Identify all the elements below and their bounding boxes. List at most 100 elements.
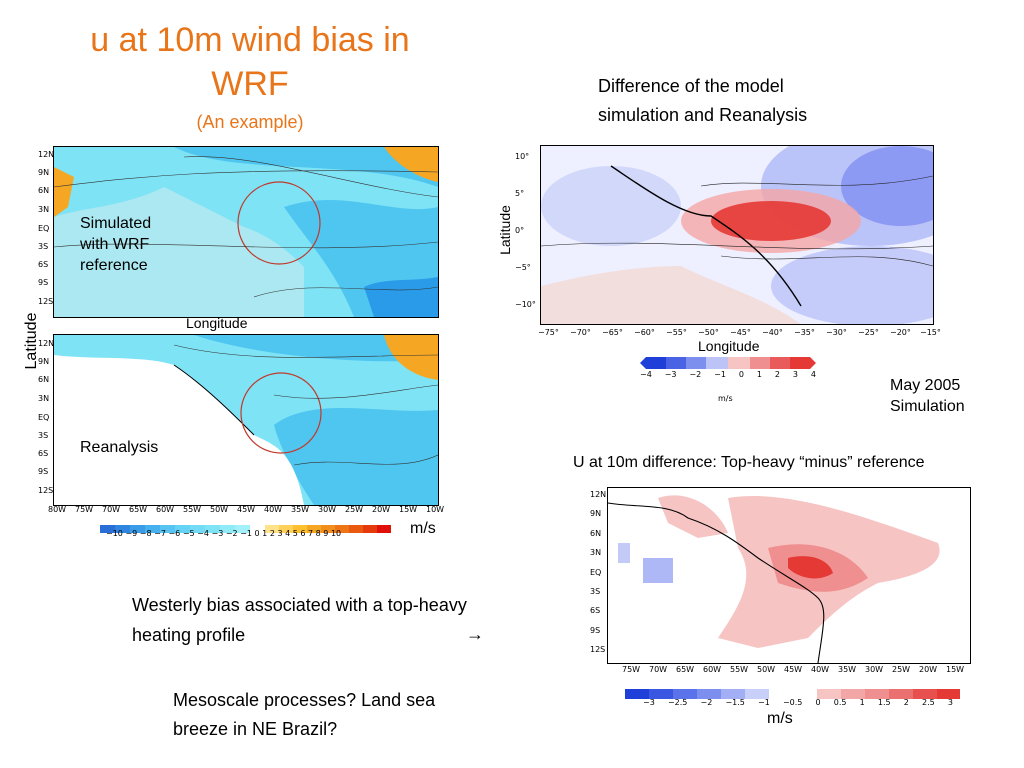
lat-tick: EQ [38, 413, 50, 422]
lat-tick: 0° [515, 226, 525, 235]
lat-tick: 9N [590, 509, 602, 518]
difference-lon-axis: −75° −70° −65° −60° −55° −50° −45° −40° … [538, 328, 941, 338]
slide-subtitle: (An example) [196, 112, 304, 132]
westerly-bias-text: Westerly bias associated with a top-heav… [132, 595, 467, 645]
left-longitude-label: Longitude [186, 315, 248, 331]
difference-colorbar-ticks: −4 −3 −2 −1 0 1 2 3 4 [640, 370, 816, 379]
lon-tick: 25W [345, 505, 364, 514]
lon-tick: −60° [634, 328, 655, 337]
lon-tick: 50W [210, 505, 229, 514]
lon-tick: 35W [291, 505, 310, 514]
lon-tick: −35° [794, 328, 815, 337]
difference-map-graphic [541, 146, 933, 324]
mesoscale-question-text: Mesoscale processes? Land sea breeze in … [173, 690, 436, 739]
may-simulation-note: May 2005 Simulation [890, 377, 965, 415]
lon-tick: −75° [538, 328, 559, 337]
lon-tick: −15° [920, 328, 941, 337]
u10-colorbar-ticks: −3 −2.5 −2 −1.5 −1 −0.5 0 0.5 1 1.5 2 2.… [643, 698, 953, 707]
slide-title-line2: WRF [211, 65, 289, 103]
lon-tick: 55W [183, 505, 202, 514]
lon-tick: 65W [676, 665, 695, 674]
lat-tick: 12S [38, 297, 54, 306]
wrf-simulated-map: 12N Simulated with WRF reference [53, 146, 439, 318]
u10-lon-axis: 75W 70W 65W 60W 55W 50W 45W 40W 35W 30W … [622, 665, 972, 675]
lon-tick: 50W [757, 665, 776, 674]
lat-tick: 6N [38, 186, 50, 195]
lat-tick: 9S [590, 626, 601, 635]
lon-tick: −45° [730, 328, 751, 337]
reanalysis-lon-axis: 80W 75W 70W 65W 60W 55W 50W 45W 40W 35W … [48, 505, 448, 515]
lon-tick: 55W [730, 665, 749, 674]
lat-tick: 6S [38, 260, 49, 269]
lon-tick: 45W [784, 665, 803, 674]
lat-tick: 3N [38, 205, 50, 214]
right-arrow-icon: → [466, 624, 484, 644]
lon-tick: 40W [811, 665, 830, 674]
lat-tick: 9S [38, 278, 49, 287]
wrf-simulated-label: Simulated with WRF reference [80, 215, 152, 274]
lat-tick: 3S [38, 431, 49, 440]
left-colorbar: −10 −9 −8 −7 −6 −5 −4 −3 −2 −1 0 1 2 3 4… [100, 520, 400, 538]
lon-tick: 60W [156, 505, 175, 514]
difference-latitude-label: Latitude [497, 205, 513, 255]
difference-colorbar: −4 −3 −2 −1 0 1 2 3 4 m/s [640, 356, 816, 406]
lat-tick: 3S [38, 242, 49, 251]
lat-tick: 12N [38, 339, 55, 348]
lon-tick: −30° [826, 328, 847, 337]
lon-tick: 40W [264, 505, 283, 514]
lon-tick: 30W [318, 505, 337, 514]
lon-tick: 25W [892, 665, 911, 674]
lat-tick: 3N [590, 548, 602, 557]
lon-tick: −50° [698, 328, 719, 337]
lon-tick: 70W [102, 505, 121, 514]
lat-tick: 9N [38, 357, 50, 366]
wrf-simulated-map-graphic: 12N [54, 147, 438, 317]
lon-tick: −40° [762, 328, 783, 337]
lon-tick: −55° [666, 328, 687, 337]
lon-tick: −25° [858, 328, 879, 337]
slide-title: u at 10m wind bias in WRF [60, 18, 440, 106]
lat-tick: 3N [38, 394, 50, 403]
lon-tick: 15W [399, 505, 418, 514]
difference-heading: Difference of the model simulation and R… [598, 76, 808, 125]
u10-difference-map-graphic [608, 488, 970, 663]
u10-heading: U at 10m difference: Top-heavy “minus” r… [573, 454, 925, 471]
lat-tick: 5° [515, 189, 525, 198]
lon-tick: 75W [622, 665, 641, 674]
lon-tick: 30W [865, 665, 884, 674]
lon-tick: −65° [602, 328, 623, 337]
left-colorbar-unit: m/s [410, 520, 436, 537]
lat-tick: 3S [590, 587, 601, 596]
lat-tick: −5° [515, 263, 531, 272]
u10-difference-map [607, 487, 971, 664]
lon-tick: 15W [946, 665, 965, 674]
lat-tick: 6N [38, 375, 50, 384]
lat-tick: 9N [38, 168, 50, 177]
u10-colorbar: −3 −2.5 −2 −1.5 −1 −0.5 0 0.5 1 1.5 2 2.… [625, 686, 960, 727]
lon-tick: 45W [237, 505, 256, 514]
difference-longitude-label: Longitude [698, 338, 760, 354]
lon-tick: 70W [649, 665, 668, 674]
difference-map [540, 145, 934, 325]
lat-tick: 6N [590, 529, 602, 538]
lon-tick: 80W [48, 505, 67, 514]
lat-tick: 12S [590, 645, 606, 654]
reanalysis-label: Reanalysis [80, 439, 159, 456]
u10-colorbar-unit: m/s [767, 710, 793, 727]
lon-tick: 60W [703, 665, 722, 674]
difference-colorbar-unit: m/s [718, 394, 733, 403]
lat-tick: −10° [515, 300, 536, 309]
lat-tick: EQ [590, 568, 602, 577]
slide-title-line1: u at 10m wind bias in [90, 21, 410, 59]
left-colorbar-graphic [100, 525, 391, 533]
lat-tick: 9S [38, 467, 49, 476]
reanalysis-map: Reanalysis [53, 334, 439, 506]
lat-tick: 12N [590, 490, 607, 499]
lon-tick: 65W [129, 505, 148, 514]
reanalysis-map-graphic [54, 335, 438, 505]
lon-tick: 20W [372, 505, 391, 514]
lat-tick: 6S [38, 449, 49, 458]
left-colorbar-ticks: −10 −9 −8 −7 −6 −5 −4 −3 −2 −1 0 1 2 3 4… [106, 529, 342, 538]
u10-colorbar-graphic [625, 689, 960, 699]
lat-tick: 12N [38, 150, 55, 159]
